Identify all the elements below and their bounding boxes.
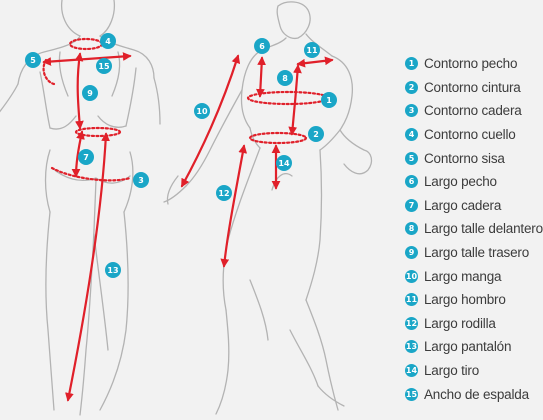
badge-12: 12 [216, 185, 232, 201]
badge-4-text: 4 [105, 37, 111, 46]
badge-3: 3 [133, 172, 149, 188]
badge-10: 10 [194, 103, 210, 119]
legend-number: 6 [405, 175, 418, 189]
legend-number: 14 [405, 364, 418, 378]
legend-item: 12 Largo rodilla [405, 312, 543, 336]
legend-item: 6 Largo pecho [405, 170, 543, 194]
knee-length-measure [220, 144, 248, 268]
legend-label: Largo pecho [424, 174, 497, 190]
legend-item: 2 Contorno cintura [405, 76, 543, 100]
badge-14-text: 14 [278, 159, 290, 168]
neck-measure [68, 37, 104, 51]
legend-number: 2 [405, 80, 418, 94]
hip-measure [50, 166, 132, 182]
legend-number: 7 [405, 198, 418, 212]
badge-3-text: 3 [138, 176, 144, 185]
badge-5-text: 5 [30, 56, 36, 65]
badge-11-text: 11 [306, 46, 318, 55]
badge-1-text: 1 [326, 96, 332, 105]
legend-number: 3 [405, 104, 418, 118]
measurement-legend: 1 Contorno pecho 2 Contorno cintura 3 Conto… [405, 52, 543, 406]
badge-2: 2 [308, 126, 324, 142]
armhole-measure [42, 58, 56, 86]
badge-13: 13 [105, 262, 121, 278]
legend-item: 14 Largo tiro [405, 359, 543, 383]
badge-15: 15 [96, 58, 112, 74]
badge-1: 1 [321, 92, 337, 108]
legend-number: 12 [405, 316, 418, 330]
bust-measure [246, 90, 330, 106]
badge-9-text: 9 [87, 89, 93, 98]
legend-label: Contorno pecho [424, 56, 518, 72]
back-length-measure [74, 52, 84, 130]
legend-label: Largo manga [424, 268, 502, 284]
legend-label: Largo tiro [424, 363, 480, 379]
badge-7: 7 [78, 149, 94, 165]
legend-label: Contorno cintura [424, 79, 521, 95]
badge-13-text: 13 [107, 266, 118, 275]
legend-number: 10 [405, 269, 418, 283]
trouser-length-measure [65, 132, 111, 402]
badge-11: 11 [304, 42, 320, 58]
legend-item: 4 Contorno cuello [405, 123, 543, 147]
badge-14: 14 [276, 155, 292, 171]
badge-2-text: 2 [313, 130, 319, 139]
front-figure-sketch [163, 1, 373, 415]
measurement-lines [42, 37, 334, 402]
legend-item: 15 Ancho de espalda [405, 382, 543, 406]
front-length-measure [288, 64, 302, 136]
shoulder-measure [296, 56, 334, 68]
legend-label: Largo talle trasero [424, 245, 530, 261]
legend-number: 11 [405, 293, 418, 307]
badge-12-text: 12 [218, 189, 229, 198]
legend-number: 4 [405, 128, 418, 142]
legend-number: 13 [405, 340, 418, 354]
sleeve-measure [180, 54, 241, 188]
back-width-measure [42, 52, 132, 66]
legend-label: Contorno cuello [424, 127, 516, 143]
legend-label: Contorno cadera [424, 103, 522, 119]
legend-item: 5 Contorno sisa [405, 146, 543, 170]
legend-number: 15 [405, 387, 418, 401]
badge-6: 6 [254, 38, 270, 54]
legend-item: 8 Largo talle delantero [405, 217, 543, 241]
legend-item: 10 Largo manga [405, 264, 543, 288]
legend-number: 9 [405, 246, 418, 260]
badge-8-text: 8 [282, 74, 288, 83]
figure-badges: 1 2 3 4 5 6 7 8 9 10 11 12 13 14 15 [25, 33, 337, 278]
badge-15-text: 15 [98, 62, 110, 71]
legend-number: 1 [405, 57, 418, 71]
badge-8: 8 [277, 70, 293, 86]
legend-item: 3 Contorno cadera [405, 99, 543, 123]
legend-label: Contorno sisa [424, 150, 505, 166]
badge-6-text: 6 [259, 42, 265, 51]
legend-label: Largo pantalón [424, 339, 512, 355]
badge-4: 4 [100, 33, 116, 49]
badge-10-text: 10 [196, 107, 208, 116]
legend-item: 9 Largo talle trasero [405, 241, 543, 265]
legend-label: Ancho de espalda [424, 386, 529, 402]
legend-number: 5 [405, 151, 418, 165]
legend-label: Largo rodilla [424, 315, 496, 331]
badge-7-text: 7 [83, 153, 89, 162]
legend-item: 13 Largo pantalón [405, 335, 543, 359]
legend-item: 11 Largo hombro [405, 288, 543, 312]
legend-number: 8 [405, 222, 418, 236]
legend-item: 1 Contorno pecho [405, 52, 543, 76]
bust-length-measure [255, 56, 267, 98]
legend-label: Largo talle delantero [424, 221, 543, 237]
legend-item: 7 Largo cadera [405, 194, 543, 218]
badge-9: 9 [82, 85, 98, 101]
legend-label: Largo hombro [424, 292, 506, 308]
badge-5: 5 [25, 52, 41, 68]
legend-label: Largo cadera [424, 197, 502, 213]
waist-measure [248, 131, 308, 145]
